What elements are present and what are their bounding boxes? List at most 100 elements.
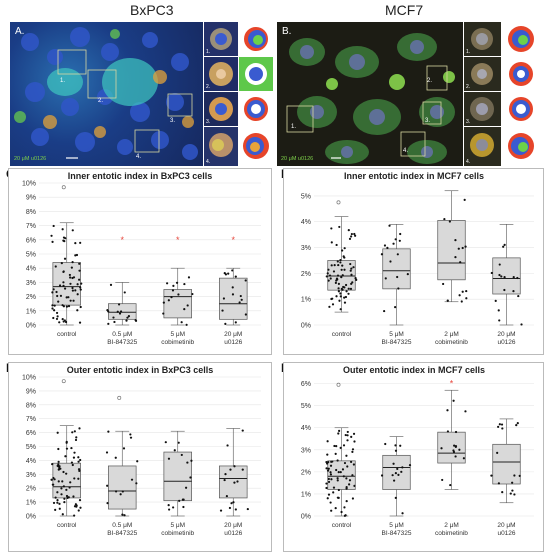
data-point: [80, 282, 83, 285]
data-point: [62, 305, 65, 308]
data-point: [191, 292, 194, 296]
data-point: [232, 501, 235, 504]
data-point: [518, 474, 521, 477]
data-point: [119, 310, 123, 313]
data-point: [121, 490, 124, 493]
inset-a-2-label: 2.: [206, 84, 210, 90]
data-point: [71, 260, 74, 264]
outlier-point: [336, 200, 341, 205]
data-point: [342, 475, 345, 478]
data-point: [396, 467, 399, 470]
data-point: [441, 478, 444, 482]
data-point: [106, 484, 109, 487]
data-point: [343, 514, 346, 517]
chart-e-svg: Outer entotic index in BxPC3 cells 0% 1% 2%…: [22, 365, 261, 537]
data-point: [511, 481, 514, 484]
data-point: [223, 478, 226, 482]
data-point: [384, 442, 387, 446]
data-point: [60, 487, 63, 490]
data-point: [78, 321, 82, 324]
data-point: [123, 291, 126, 294]
data-point: [394, 496, 397, 499]
data-point: [513, 474, 516, 477]
data-point: [126, 316, 129, 319]
data-point: [520, 323, 523, 326]
data-point: [75, 505, 78, 508]
data-point: [494, 299, 497, 302]
data-point: [328, 274, 332, 277]
data-point: [500, 423, 504, 426]
data-point: [336, 260, 339, 263]
data-point: [330, 478, 333, 481]
x-category-label: cobimetinib: [435, 530, 468, 537]
x-category-label: BI-847325: [382, 339, 412, 346]
data-point: [79, 288, 82, 291]
data-point: [107, 430, 110, 433]
data-point: [339, 258, 342, 262]
x-category-label: 2 μM: [444, 522, 459, 529]
data-point: [69, 481, 72, 484]
data-point: [346, 439, 349, 442]
data-point: [511, 489, 514, 492]
data-point: [346, 430, 349, 434]
data-point: [116, 310, 119, 313]
outlier-star: *: [231, 235, 235, 245]
data-point: [327, 493, 331, 496]
data-point: [498, 423, 501, 426]
data-point: [352, 266, 355, 269]
data-point: [336, 477, 339, 480]
data-point: [168, 508, 171, 511]
data-point: [501, 491, 504, 494]
chart-e: Outer entotic index in BxPC3 cells 0% 1% 2%…: [8, 362, 272, 552]
box: [108, 465, 137, 510]
data-point: [350, 235, 353, 238]
x-category-label: BI-847325: [107, 339, 137, 346]
y-tick-label: 0%: [26, 323, 36, 330]
data-point: [490, 271, 493, 275]
data-point: [335, 243, 338, 247]
x-category-label: control: [332, 331, 352, 338]
inset-a-1: 1.: [204, 22, 238, 56]
data-point: [343, 301, 347, 304]
data-point: [55, 290, 58, 294]
data-point: [118, 312, 122, 315]
data-point: [406, 273, 409, 276]
title-mcf7: MCF7: [385, 2, 424, 18]
data-point: [54, 265, 57, 268]
x-category-label: 20 μM: [224, 522, 242, 529]
inset-b-2-label: 2.: [466, 84, 470, 90]
data-point: [440, 447, 443, 450]
data-point: [178, 499, 181, 502]
data-point: [337, 290, 340, 293]
y-tick-label: 6%: [26, 237, 36, 244]
data-point: [337, 432, 340, 435]
data-point: [127, 315, 131, 318]
data-point: [114, 490, 118, 493]
data-point: [79, 458, 82, 462]
data-point: [189, 476, 192, 479]
data-point: [392, 462, 395, 465]
y-tick-label: 5%: [26, 444, 36, 451]
box: [327, 460, 356, 490]
data-point: [114, 456, 117, 459]
y-tick-label: 6%: [26, 430, 36, 437]
inset-label-4: 4.: [136, 154, 141, 160]
micrograph-b: 1. 2. 3. 4. B. 20 μM u0126: [277, 22, 463, 166]
data-point: [65, 440, 68, 443]
data-point: [344, 295, 348, 299]
y-tick-label: 2%: [26, 294, 36, 301]
data-point: [340, 268, 343, 271]
data-point: [73, 477, 76, 480]
data-point: [330, 264, 333, 267]
outlier-star: *: [120, 235, 124, 245]
y-tick-label: 2%: [301, 271, 311, 278]
data-point: [64, 320, 68, 324]
data-point: [465, 297, 468, 300]
data-point: [326, 469, 330, 472]
data-point: [68, 486, 71, 489]
data-point: [354, 276, 357, 280]
data-point: [172, 284, 175, 287]
data-point: [338, 225, 341, 229]
data-point: [343, 461, 347, 465]
data-point: [79, 286, 82, 289]
